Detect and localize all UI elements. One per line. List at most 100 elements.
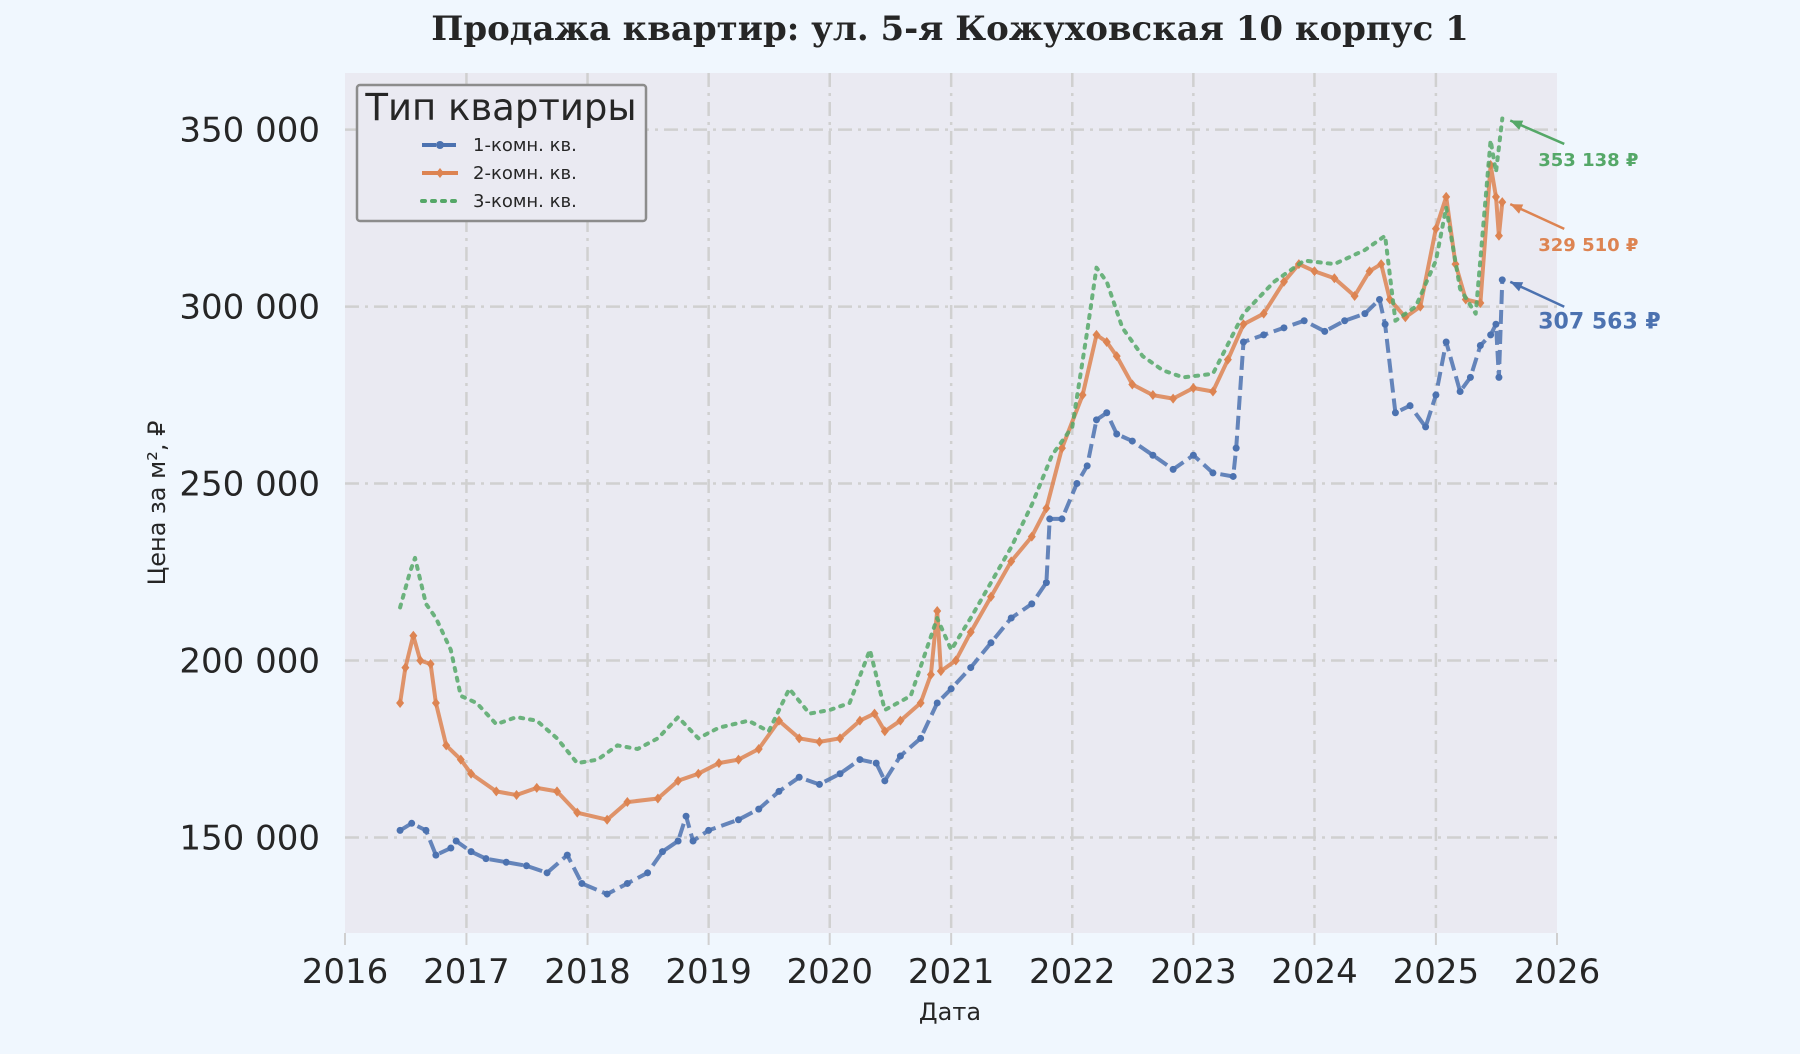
annotations: 353 138 ₽ 329 510 ₽ 307 563 ₽	[1509, 119, 1661, 335]
data-point	[1083, 462, 1091, 470]
data-point	[1259, 308, 1268, 319]
data-point	[422, 826, 430, 834]
data-point	[933, 699, 941, 707]
data-point	[1279, 276, 1288, 287]
data-point	[674, 775, 683, 786]
data-point	[543, 869, 551, 877]
x-tick-label: 2022	[1029, 952, 1116, 992]
data-point	[1260, 331, 1268, 339]
x-tick-label: 2017	[423, 952, 510, 992]
data-point	[432, 851, 440, 859]
data-point	[705, 826, 713, 834]
data-point	[951, 655, 960, 666]
data-point	[1208, 386, 1217, 397]
annotation-arrowhead	[1510, 120, 1524, 130]
data-point	[1232, 444, 1240, 452]
data-point	[755, 805, 763, 813]
y-axis-label: Цена за м², ₽	[143, 421, 171, 586]
y-tick-label: 250 000	[179, 465, 320, 505]
data-point	[1046, 515, 1054, 523]
data-point	[603, 814, 612, 825]
data-point	[1442, 191, 1451, 202]
data-point	[795, 733, 804, 744]
y-axis: 150 000 200 000 250 000 300 000 350 000	[179, 111, 320, 859]
data-point	[1456, 388, 1464, 396]
data-point	[1103, 409, 1111, 417]
data-point	[396, 697, 405, 708]
data-point	[896, 752, 904, 760]
data-point	[734, 816, 742, 824]
data-point	[1128, 379, 1137, 390]
chart-title: Продажа квартир: ул. 5-я Кожуховская 10 …	[431, 9, 1469, 49]
data-point	[1466, 373, 1474, 381]
data-point	[947, 685, 955, 693]
data-point	[1148, 390, 1157, 401]
y-tick-label: 200 000	[179, 641, 320, 681]
x-axis-label: Дата	[919, 998, 981, 1026]
data-point	[1128, 437, 1136, 445]
data-point	[1280, 324, 1288, 332]
data-point	[1494, 230, 1503, 241]
data-point	[563, 851, 571, 859]
x-tick-label: 2026	[1514, 952, 1601, 992]
data-point	[881, 777, 889, 785]
data-point	[1028, 600, 1036, 608]
data-point	[1341, 317, 1349, 325]
data-point	[522, 862, 530, 870]
legend-label-1: 1-комн. кв.	[473, 135, 577, 156]
data-point	[456, 754, 465, 765]
data-point	[1375, 296, 1383, 304]
data-point	[1492, 320, 1500, 328]
data-point	[967, 664, 975, 672]
data-point	[714, 758, 723, 769]
data-point	[1300, 317, 1308, 325]
data-point	[532, 782, 541, 793]
data-point	[754, 743, 763, 754]
data-point	[502, 858, 510, 866]
data-point	[1495, 373, 1503, 381]
data-point	[396, 826, 404, 834]
annotation-label: 307 563 ₽	[1538, 310, 1660, 335]
data-point	[734, 754, 743, 765]
data-point	[1391, 409, 1399, 417]
data-point	[774, 715, 783, 726]
data-point	[553, 786, 562, 797]
data-point	[1239, 319, 1248, 330]
legend-box	[355, 83, 648, 223]
data-point	[1102, 336, 1111, 347]
data-point	[682, 812, 690, 820]
y-tick-label: 300 000	[179, 288, 320, 328]
data-point	[936, 666, 945, 677]
data-point	[1057, 443, 1066, 454]
x-tick-label: 2024	[1271, 952, 1358, 992]
data-point	[694, 768, 703, 779]
data-point	[623, 879, 631, 887]
data-point	[855, 715, 864, 726]
data-point	[1377, 259, 1386, 270]
data-point	[1239, 338, 1247, 346]
legend: Тип квартиры 1-комн. кв. 2-комн. кв. 3-ком…	[355, 83, 648, 223]
data-point	[1310, 266, 1319, 277]
data-point	[1491, 191, 1500, 202]
annotation-label: 353 138 ₽	[1538, 150, 1638, 171]
data-point	[1209, 469, 1217, 477]
data-point	[401, 662, 410, 673]
data-point	[1058, 515, 1066, 523]
data-point	[1321, 327, 1329, 335]
data-point	[573, 807, 582, 818]
data-point	[917, 734, 925, 742]
data-point	[492, 786, 501, 797]
legend-title: Тип квартиры	[364, 86, 636, 129]
data-point	[1042, 579, 1050, 587]
data-point	[1112, 351, 1121, 362]
legend-label-2: 2-комн. кв.	[473, 163, 577, 184]
data-point	[426, 659, 435, 670]
series-line-1	[399, 279, 1505, 897]
data-point	[1406, 402, 1414, 410]
data-point	[409, 630, 418, 641]
x-tick-label: 2021	[908, 952, 995, 992]
data-point	[512, 789, 521, 800]
data-point	[1007, 614, 1015, 622]
data-point	[926, 669, 935, 680]
data-point	[467, 768, 476, 779]
